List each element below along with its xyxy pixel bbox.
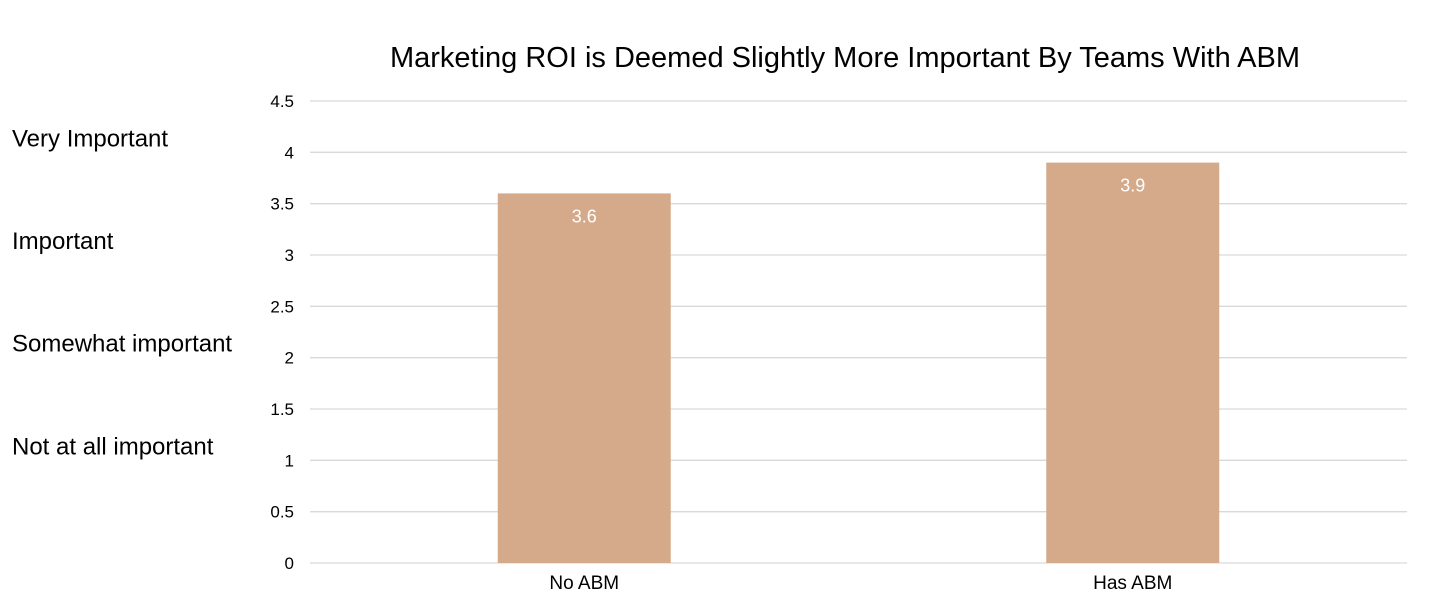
scale-label: Not at all important [12,433,214,460]
bar-has-abm [1046,162,1220,563]
y-tick-label: 4 [285,143,294,162]
x-category-label: No ABM [549,573,619,594]
bar-no-abm [497,193,671,563]
scale-label: Somewhat important [12,331,232,358]
x-category-label: Has ABM [1093,573,1172,594]
x-axis-category-labels: No ABM Has ABM [549,573,1172,594]
y-tick-label: 1 [285,451,294,470]
y-tick-label: 4.5 [270,92,294,111]
y-tick-label: 2 [285,349,294,368]
scale-label: Very Important [12,125,168,152]
y-tick-label: 3.5 [270,195,294,214]
chart-title: Marketing ROI is Deemed Slightly More Im… [390,42,1300,74]
y-tick-label: 0.5 [270,503,294,522]
y-axis-tick-labels: 0 0.5 1 1.5 2 2.5 3 3.5 4 4.5 [270,92,294,573]
gridlines [310,100,1407,564]
bars: 3.6 3.9 [497,162,1220,563]
data-label: 3.6 [572,206,597,226]
scale-labels: Very Important Important Somewhat importan… [12,125,232,460]
y-tick-label: 3 [285,246,294,265]
y-tick-label: 2.5 [270,297,294,316]
y-tick-label: 1.5 [270,400,294,419]
scale-label: Important [12,228,114,255]
data-label: 3.9 [1120,176,1145,196]
y-tick-label: 0 [285,554,294,573]
